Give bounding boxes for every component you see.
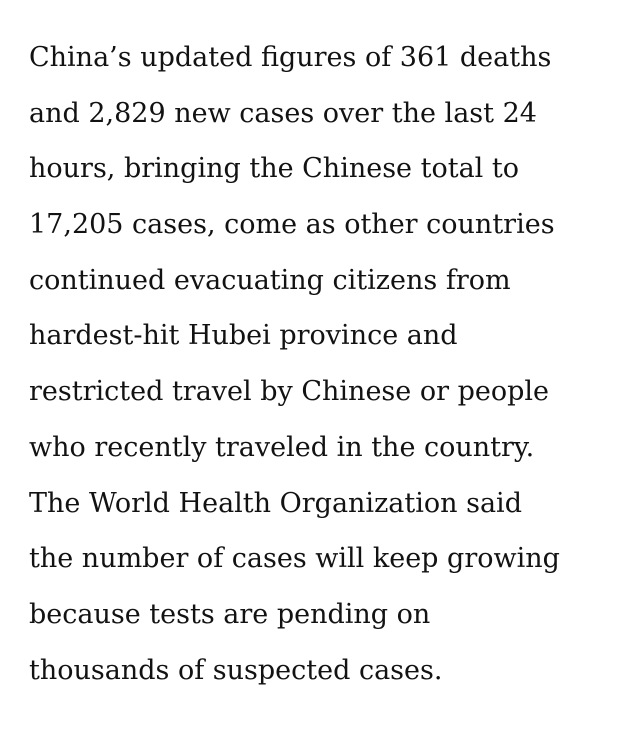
paragraph-line-5: continued evacuating citizens from [29,264,511,296]
paragraph-line-11: because tests are pending on [29,598,431,630]
paragraph-line-3: hours, bringing the Chinese total to [29,153,519,185]
paragraph-line-6: hardest-hit Hubei province and [29,320,458,352]
paragraph-line-4: 17,205 cases, come as other countries [29,209,555,241]
article-paragraph: China’s updated figures of 361 deaths an… [29,30,620,698]
paragraph-line-7: restricted travel by Chinese or people [29,376,550,408]
paragraph-line-8: who recently traveled in the country. [29,431,535,463]
paragraph-line-2: and 2,829 new cases over the last 24 [29,97,537,129]
paragraph-line-9: The World Health Organization said [29,487,522,519]
paragraph-line-12: thousands of suspected cases. [29,654,443,686]
paragraph-line-10: the number of cases will keep growing [29,543,560,575]
paragraph-line-1: China’s updated figures of 361 deaths [29,42,552,73]
